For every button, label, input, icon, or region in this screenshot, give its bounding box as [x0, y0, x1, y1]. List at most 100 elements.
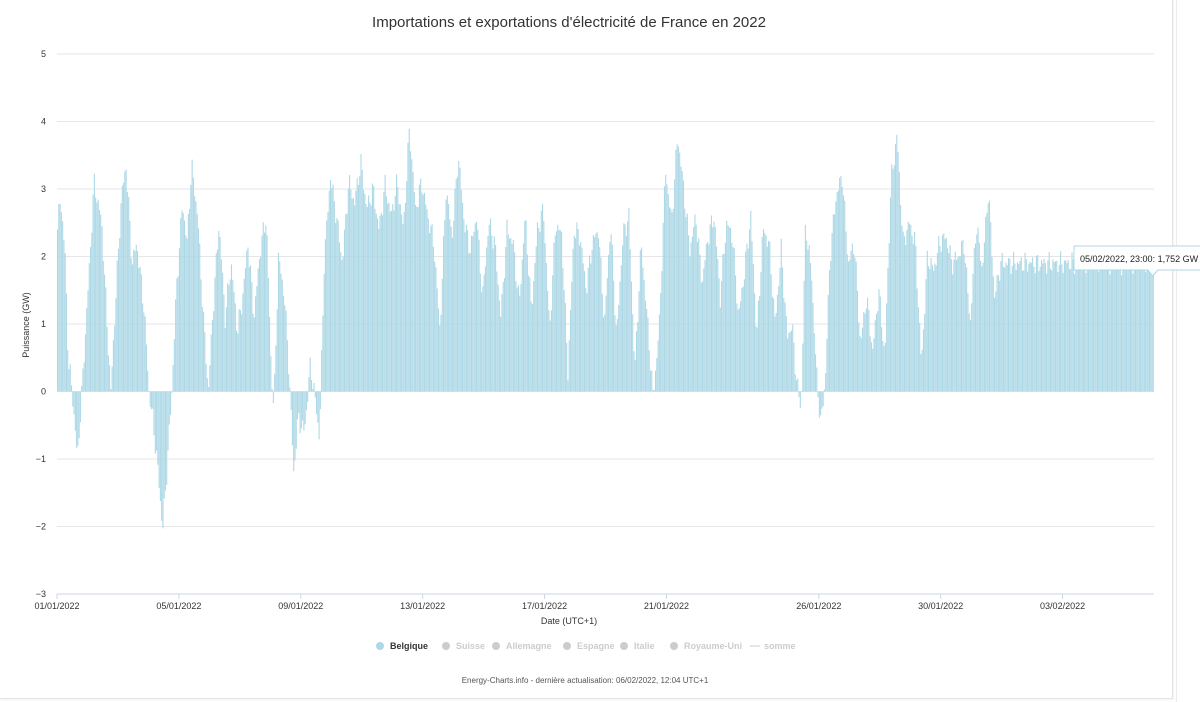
bar[interactable]	[967, 293, 969, 392]
bar[interactable]	[195, 201, 197, 392]
bar[interactable]	[611, 244, 613, 392]
bar[interactable]	[420, 178, 422, 392]
bar[interactable]	[399, 204, 401, 392]
bar[interactable]	[1037, 255, 1039, 392]
bar[interactable]	[898, 171, 900, 392]
bar[interactable]	[189, 208, 191, 392]
bar[interactable]	[797, 378, 799, 392]
bar[interactable]	[1079, 261, 1081, 392]
bar[interactable]	[789, 331, 791, 392]
bar[interactable]	[719, 307, 721, 392]
bar[interactable]	[804, 224, 806, 392]
bar[interactable]	[307, 391, 309, 403]
bar[interactable]	[110, 388, 112, 392]
bar[interactable]	[779, 268, 781, 392]
bar[interactable]	[713, 221, 715, 392]
bar[interactable]	[851, 243, 853, 392]
bar[interactable]	[493, 236, 495, 392]
bar[interactable]	[350, 189, 352, 392]
bar[interactable]	[914, 232, 916, 392]
bar[interactable]	[175, 299, 177, 392]
bar[interactable]	[666, 184, 668, 392]
bar[interactable]	[856, 290, 858, 392]
bar[interactable]	[736, 303, 738, 392]
bar[interactable]	[293, 391, 295, 472]
bar[interactable]	[735, 275, 737, 392]
bar[interactable]	[896, 134, 898, 392]
bar[interactable]	[1107, 252, 1109, 392]
bar[interactable]	[845, 231, 847, 392]
bar[interactable]	[1052, 259, 1054, 392]
bar[interactable]	[614, 315, 616, 392]
bar[interactable]	[935, 265, 937, 392]
bar[interactable]	[1138, 263, 1140, 392]
bar[interactable]	[238, 308, 240, 392]
bar[interactable]	[244, 267, 247, 392]
bar[interactable]	[347, 188, 349, 392]
bar[interactable]	[1014, 263, 1016, 392]
bar[interactable]	[773, 298, 775, 392]
bar[interactable]	[710, 215, 712, 392]
bar[interactable]	[1013, 251, 1015, 392]
bar[interactable]	[742, 286, 744, 392]
bar[interactable]	[247, 247, 249, 392]
bar[interactable]	[1120, 275, 1123, 392]
bar[interactable]	[91, 232, 93, 392]
bar[interactable]	[82, 368, 84, 392]
bar[interactable]	[362, 190, 365, 392]
bar[interactable]	[525, 220, 527, 392]
bar[interactable]	[164, 391, 167, 491]
bar[interactable]	[878, 289, 880, 392]
bar[interactable]	[637, 322, 639, 392]
bar[interactable]	[1081, 270, 1083, 392]
bar[interactable]	[770, 274, 772, 392]
bar[interactable]	[955, 259, 958, 392]
bar[interactable]	[142, 303, 144, 392]
bar[interactable]	[524, 220, 526, 392]
legend-item[interactable]: Royaume-Uni	[684, 641, 742, 651]
bar[interactable]	[846, 254, 848, 392]
bar[interactable]	[576, 222, 578, 392]
bar[interactable]	[964, 263, 966, 392]
bar[interactable]	[1016, 262, 1018, 392]
bar[interactable]	[1086, 267, 1088, 392]
bar[interactable]	[68, 369, 70, 392]
bar[interactable]	[1101, 264, 1104, 392]
bar[interactable]	[271, 388, 273, 392]
bar[interactable]	[371, 183, 373, 392]
bar[interactable]	[790, 330, 792, 392]
bar[interactable]	[365, 204, 367, 392]
bar[interactable]	[176, 278, 178, 392]
bar[interactable]	[1087, 256, 1090, 392]
bar[interactable]	[1080, 265, 1082, 392]
bar[interactable]	[401, 214, 403, 392]
bar[interactable]	[130, 257, 132, 392]
bar[interactable]	[115, 298, 117, 392]
bar[interactable]	[495, 244, 497, 392]
bar[interactable]	[144, 316, 146, 392]
bar[interactable]	[444, 220, 446, 392]
bar[interactable]	[415, 204, 417, 392]
bar[interactable]	[554, 235, 556, 392]
bar[interactable]	[190, 184, 192, 392]
bar[interactable]	[421, 192, 423, 392]
bar[interactable]	[1072, 259, 1074, 392]
bar[interactable]	[622, 245, 624, 392]
bar[interactable]	[870, 342, 872, 392]
bar[interactable]	[581, 247, 583, 392]
bar[interactable]	[327, 211, 329, 392]
bar[interactable]	[138, 268, 140, 392]
bar[interactable]	[460, 189, 462, 392]
bar[interactable]	[103, 274, 106, 392]
legend-item[interactable]: Allemagne	[506, 641, 552, 651]
bar[interactable]	[723, 253, 725, 392]
bar[interactable]	[1056, 260, 1058, 392]
bar[interactable]	[516, 287, 518, 392]
bar[interactable]	[1058, 265, 1060, 392]
bar[interactable]	[404, 202, 406, 392]
bar[interactable]	[215, 252, 217, 392]
bar[interactable]	[305, 391, 307, 411]
bar[interactable]	[976, 234, 978, 392]
bar[interactable]	[312, 389, 314, 392]
bar[interactable]	[949, 245, 951, 392]
